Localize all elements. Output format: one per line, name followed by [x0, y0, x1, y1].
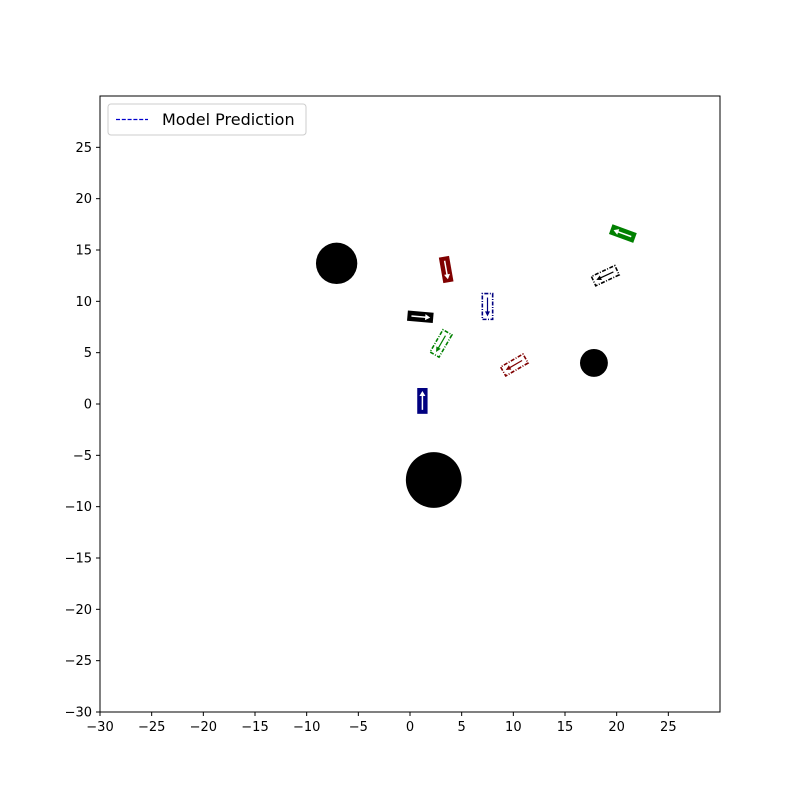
heading-arrow-shaft: [437, 335, 446, 350]
y-tick-label: −15: [65, 552, 92, 567]
y-tick-label: 10: [75, 295, 92, 310]
x-tick-label: −20: [190, 720, 217, 735]
y-tick-label: −25: [65, 654, 92, 669]
heading-arrow-shaft: [616, 230, 632, 238]
heading-arrow-head: [444, 273, 450, 280]
x-tick-label: −10: [293, 720, 320, 735]
vehicle-red-predicted: [499, 352, 530, 378]
obstacle-circle: [315, 242, 358, 285]
legend-label-model-prediction: Model Prediction: [162, 110, 295, 129]
x-tick-label: −15: [241, 720, 268, 735]
heading-arrow-head: [424, 314, 431, 321]
y-tick-label: 20: [75, 192, 92, 207]
heading-arrow-shaft: [411, 315, 428, 319]
x-tick-label: 10: [505, 720, 522, 735]
vehicle-outline: [481, 292, 494, 321]
x-tick-label: −25: [138, 720, 165, 735]
obstacle-circle: [579, 348, 608, 377]
vehicle-green-actual: [608, 224, 637, 243]
x-axis: −30 −25 −20 −15 −10 −5 0 5 10 15 20 25: [86, 712, 677, 735]
x-tick-label: 15: [557, 720, 574, 735]
heading-arrow-head: [505, 365, 512, 370]
y-tick-label: −30: [65, 706, 92, 721]
y-axis: −30 −25 −20 −15 −10 −5 0 5 10 15 20 25: [65, 141, 100, 721]
y-tick-label: 25: [75, 141, 92, 156]
vehicle-blue-predicted: [481, 292, 494, 321]
heading-arrow-head: [436, 346, 441, 353]
vehicle-outline: [590, 264, 621, 287]
y-tick-label: 0: [84, 398, 92, 413]
vehicle-black-actual: [407, 310, 434, 324]
y-tick-label: −20: [65, 603, 92, 618]
heading-arrow-head: [485, 311, 490, 317]
heading-arrow-shaft: [508, 360, 523, 369]
x-tick-label: 5: [458, 720, 466, 735]
x-tick-label: 20: [608, 720, 625, 735]
legend-box: [107, 103, 307, 136]
plot-area: [100, 96, 720, 712]
y-tick-label: −5: [73, 449, 92, 464]
x-tick-label: 0: [406, 720, 414, 735]
y-tick-label: 15: [75, 244, 92, 259]
vehicle-green-predicted: [428, 328, 454, 359]
legend: Model Prediction: [107, 103, 307, 136]
y-tick-label: 5: [84, 346, 92, 361]
vehicle-outline: [499, 352, 530, 378]
obstacle-layer: [315, 242, 608, 508]
heading-arrow-shaft: [443, 260, 449, 277]
vehicle-outline: [428, 328, 454, 359]
heading-arrow-head: [596, 275, 602, 281]
heading-arrow-shaft: [598, 271, 614, 280]
heading-arrow-head: [419, 391, 426, 397]
x-tick-label: −30: [86, 720, 113, 735]
x-tick-label: −5: [349, 720, 368, 735]
vehicle-black-predicted: [590, 264, 621, 287]
vehicle-red-actual: [438, 255, 454, 284]
vehicle-layer: [407, 224, 637, 414]
obstacle-circle: [405, 452, 462, 508]
x-tick-label: 25: [660, 720, 677, 735]
heading-arrow-head: [613, 229, 620, 235]
vehicle-blue-actual: [417, 388, 428, 414]
y-tick-label: −10: [65, 500, 92, 515]
